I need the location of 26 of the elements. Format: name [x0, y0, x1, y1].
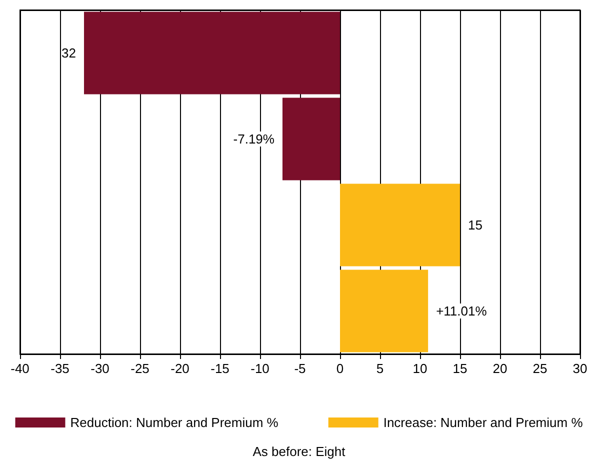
data-label: +11.01%	[436, 304, 488, 318]
x-tick-label: -40	[10, 361, 30, 376]
x-tick-label: 15	[452, 361, 468, 376]
data-label: 15	[468, 218, 482, 232]
x-tick-label: -5	[294, 361, 306, 376]
bar	[84, 12, 340, 94]
legend-label: Increase: Number and Premium %	[383, 415, 584, 430]
x-tick-label: -15	[210, 361, 230, 376]
bar	[340, 184, 460, 266]
bar	[340, 270, 428, 352]
x-tick-label: -35	[50, 361, 70, 376]
text: As before: Eight	[252, 444, 346, 459]
legend-label: Reduction: Number and Premium %	[70, 415, 279, 430]
annotation: 32	[62, 46, 76, 60]
x-tick-label: 30	[572, 361, 588, 376]
x-tick-label: -30	[90, 361, 110, 376]
x-tick-label: 10	[412, 361, 428, 376]
data-label: -7.19%	[233, 132, 275, 146]
x-tick-label: 20	[492, 361, 508, 376]
x-tick-label: -25	[130, 361, 150, 376]
x-tick-label: -10	[250, 361, 270, 376]
x-tick-label: 0	[336, 361, 344, 376]
x-tick-label: -20	[170, 361, 190, 376]
bar	[282, 98, 340, 180]
x-tick-label: 25	[532, 361, 548, 376]
x-tick-label: 5	[376, 361, 384, 376]
